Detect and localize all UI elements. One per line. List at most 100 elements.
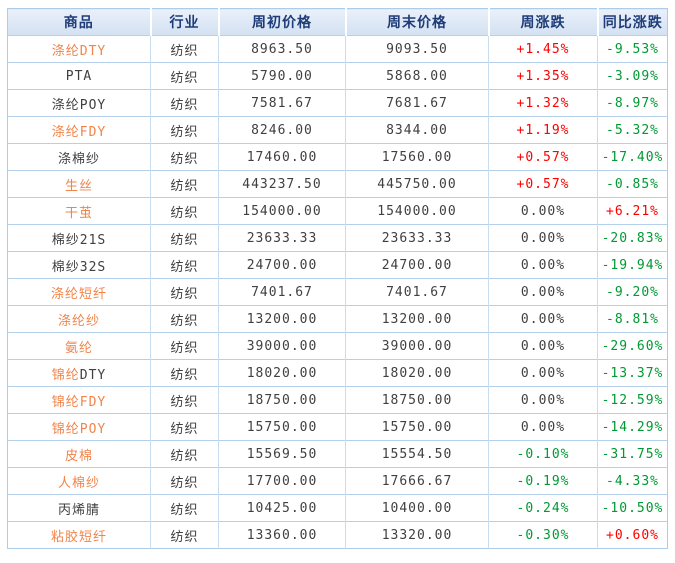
industry-cell: 纺织 [150,89,219,117]
yoy-change-cell: +0.60% [597,521,668,549]
week-start-price-cell: 443237.50 [218,170,346,198]
commodity-link[interactable]: 粘胶短纤 [50,529,107,545]
yoy-change-cell: -8.97% [597,89,668,117]
table-row: 涤纶POY 纺织 7581.67 7681.67 +1.32% -8.97% [7,89,668,117]
week-end-price-cell: 15750.00 [345,413,489,441]
industry-cell: 纺织 [150,116,219,144]
yoy-change-cell: -0.85% [597,170,668,198]
week-change-cell: +0.57% [488,143,598,171]
commodity-name-cell: 氨纶 [7,332,151,360]
week-end-price-cell: 445750.00 [345,170,489,198]
industry-cell: 纺织 [150,386,219,414]
week-end-price-cell: 24700.00 [345,251,489,279]
yoy-change-cell: -9.20% [597,278,668,306]
week-end-price-cell: 18020.00 [345,359,489,387]
week-end-price-cell: 13200.00 [345,305,489,333]
week-change-cell: +1.35% [488,62,598,90]
yoy-change-cell: -14.29% [597,413,668,441]
week-start-price-cell: 15569.50 [218,440,346,468]
commodity-name-cell: 涤纶POY [7,89,151,117]
week-end-price-cell: 8344.00 [345,116,489,144]
industry-cell: 纺织 [150,440,219,468]
week-end-price-cell: 10400.00 [345,494,489,522]
yoy-change-cell: -9.53% [597,35,668,63]
table-row: 锦纶POY 纺织 15750.00 15750.00 0.00% -14.29% [7,413,668,441]
commodity-link[interactable]: 涤纶FDY [51,124,107,140]
commodity-link[interactable]: 锦纶POY [51,421,107,437]
commodity-link[interactable]: 生丝 [64,178,93,194]
table-row: PTA 纺织 5790.00 5868.00 +1.35% -3.09% [7,62,668,90]
week-end-price-cell: 9093.50 [345,35,489,63]
yoy-change-cell: -8.81% [597,305,668,333]
yoy-change-cell: -31.75% [597,440,668,468]
week-start-price-cell: 18020.00 [218,359,346,387]
table-row: 人棉纱 纺织 17700.00 17666.67 -0.19% -4.33% [7,467,668,495]
commodity-link[interactable]: 锦纶 [51,367,80,383]
week-end-price-cell: 5868.00 [345,62,489,90]
table-row: 粘胶短纤 纺织 13360.00 13320.00 -0.30% +0.60% [7,521,668,549]
commodity-link: 棉纱21S [51,232,107,248]
yoy-change-cell: -10.50% [597,494,668,522]
week-start-price-cell: 8963.50 [218,35,346,63]
week-change-cell: 0.00% [488,332,598,360]
commodity-name-cell: 涤棉纱 [7,143,151,171]
week-end-price-cell: 39000.00 [345,332,489,360]
table-row: 涤纶DTY 纺织 8963.50 9093.50 +1.45% -9.53% [7,35,668,63]
industry-cell: 纺织 [150,35,219,63]
table-body: 涤纶DTY 纺织 8963.50 9093.50 +1.45% -9.53% P… [7,35,668,549]
industry-cell: 纺织 [150,170,219,198]
week-start-price-cell: 10425.00 [218,494,346,522]
commodity-link[interactable]: 锦纶FDY [51,394,107,410]
commodity-link: PTA [65,68,93,84]
yoy-change-cell: -20.83% [597,224,668,252]
week-start-price-cell: 7401.67 [218,278,346,306]
table-row: 皮棉 纺织 15569.50 15554.50 -0.10% -31.75% [7,440,668,468]
commodity-name-cell: 棉纱21S [7,224,151,252]
col-header-commodity: 商品 [7,8,152,36]
header-row: 商品 行业 周初价格 周末价格 周涨跌 同比涨跌 [7,8,668,36]
commodity-link[interactable]: 皮棉 [64,448,93,464]
week-end-price-cell: 7681.67 [345,89,489,117]
commodity-name-cell: 皮棉 [7,440,151,468]
week-end-price-cell: 17560.00 [345,143,489,171]
week-start-price-cell: 18750.00 [218,386,346,414]
week-end-price-cell: 13320.00 [345,521,489,549]
week-change-cell: +0.57% [488,170,598,198]
industry-cell: 纺织 [150,305,219,333]
table-row: 丙烯腈 纺织 10425.00 10400.00 -0.24% -10.50% [7,494,668,522]
week-end-price-cell: 17666.67 [345,467,489,495]
commodity-link[interactable]: 涤纶DTY [51,43,107,59]
commodity-link[interactable]: 干茧 [64,205,93,221]
industry-cell: 纺织 [150,494,219,522]
industry-cell: 纺织 [150,467,219,495]
industry-cell: 纺织 [150,359,219,387]
week-start-price-cell: 154000.00 [218,197,346,225]
week-start-price-cell: 7581.67 [218,89,346,117]
commodity-link[interactable]: 氨纶 [64,340,93,356]
week-change-cell: +1.32% [488,89,598,117]
commodity-link[interactable]: 人棉纱 [57,475,100,491]
commodity-link[interactable]: 涤纶纱 [57,313,100,329]
week-start-price-cell: 23633.33 [218,224,346,252]
week-change-cell: 0.00% [488,413,598,441]
commodity-name-cell: 锦纶POY [7,413,151,441]
week-change-cell: +1.19% [488,116,598,144]
week-start-price-cell: 24700.00 [218,251,346,279]
week-change-cell: +1.45% [488,35,598,63]
commodity-name-cell: 干茧 [7,197,151,225]
industry-cell: 纺织 [150,197,219,225]
industry-cell: 纺织 [150,251,219,279]
col-header-week-change: 周涨跌 [488,8,599,36]
week-start-price-cell: 15750.00 [218,413,346,441]
week-change-cell: -0.30% [488,521,598,549]
col-header-yoy-change: 同比涨跌 [597,8,668,36]
table-row: 涤棉纱 纺织 17460.00 17560.00 +0.57% -17.40% [7,143,668,171]
commodity-link[interactable]: 涤纶短纤 [50,286,107,302]
week-change-cell: 0.00% [488,224,598,252]
week-change-cell: 0.00% [488,251,598,279]
commodity-name-cell: 粘胶短纤 [7,521,151,549]
week-change-cell: 0.00% [488,278,598,306]
yoy-change-cell: -19.94% [597,251,668,279]
week-start-price-cell: 5790.00 [218,62,346,90]
table-row: 棉纱21S 纺织 23633.33 23633.33 0.00% -20.83% [7,224,668,252]
